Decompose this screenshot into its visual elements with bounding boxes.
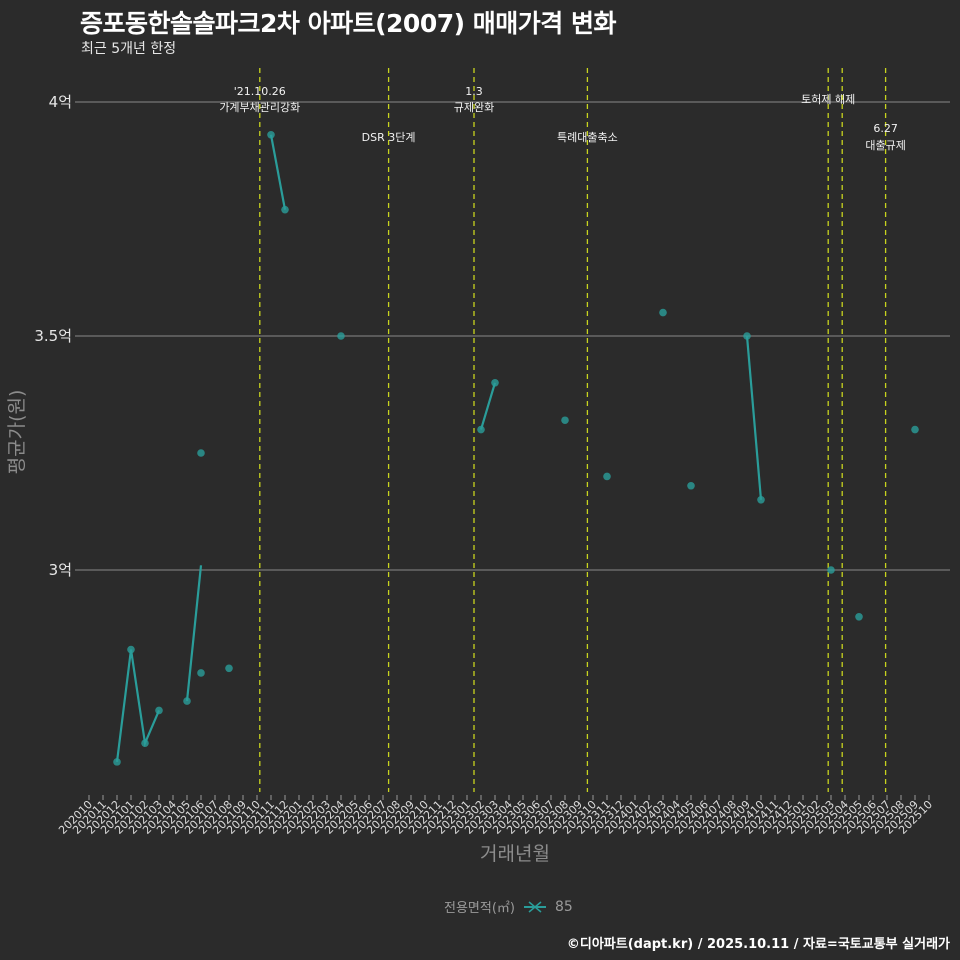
data-point (855, 613, 863, 621)
series-line (269, 134, 287, 210)
x-axis-title: 거래년월 (480, 843, 550, 865)
data-point (197, 669, 205, 677)
series-line (745, 335, 763, 500)
y-tick-label: 4억 (49, 93, 72, 111)
event-annotation: 1.3 (465, 85, 483, 98)
legend-item-85: 85 (554, 898, 573, 915)
data-point (267, 130, 275, 139)
event-annotation: '21.10.26 (234, 85, 286, 98)
y-tick-label: 3억 (49, 561, 72, 579)
data-point (561, 416, 569, 425)
data-point (743, 332, 751, 340)
series-line (479, 382, 497, 430)
data-point (491, 379, 499, 387)
legend-swatch-icon (523, 900, 547, 914)
chart-title: 증포동한솔솔파크2차 아파트(2007) 매매가격 변화 (80, 9, 616, 38)
series-line (185, 565, 203, 702)
y-axis-title: 평균가(원) (6, 390, 28, 475)
event-annotation: 6.27 (873, 122, 898, 135)
data-point (603, 472, 611, 481)
legend-title: 전용면적(㎡) (444, 901, 515, 916)
data-point (127, 645, 135, 654)
data-point (659, 308, 667, 317)
y-tick-label: 3.5억 (34, 327, 72, 345)
data-point (141, 739, 149, 747)
data-point (757, 496, 765, 504)
data-point (477, 425, 485, 434)
data-point (183, 697, 191, 705)
event-annotation: 특례대출축소 (557, 131, 618, 144)
legend: 전용면적(㎡) 85 (444, 897, 573, 917)
chart-subtitle: 최근 5개년 한정 (81, 41, 177, 57)
series-line (115, 649, 161, 763)
data-point (911, 425, 919, 434)
data-point (337, 332, 345, 340)
event-annotation: 대출규제 (865, 139, 905, 152)
data-point (197, 449, 205, 457)
data-point (225, 664, 233, 673)
data-point (827, 566, 835, 574)
source-caption: ©디아파트(dapt.kr) / 2025.10.11 / 자료=국토교통부 실… (566, 937, 950, 952)
data-point (687, 481, 695, 490)
event-annotation: 규제완화 (454, 101, 494, 114)
data-point (113, 758, 121, 766)
data-point (155, 706, 163, 715)
event-annotation: 가계부채관리강화 (219, 101, 300, 114)
event-annotation: DSR 3단계 (362, 131, 416, 144)
event-annotation: 토허제 해제 (801, 92, 855, 106)
data-point (281, 205, 289, 214)
